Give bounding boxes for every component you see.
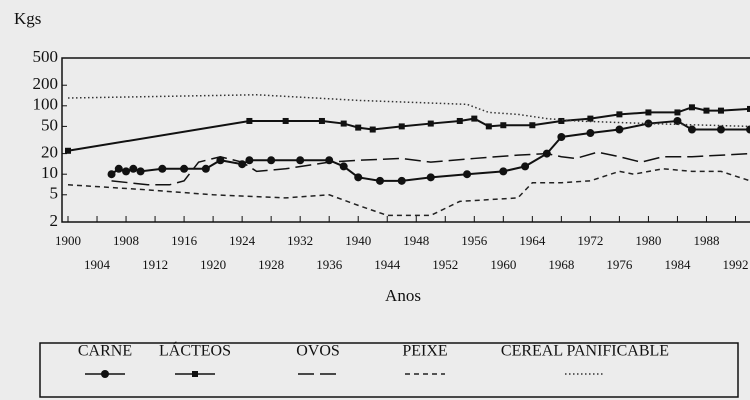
series-line — [67, 168, 750, 217]
legend-box — [39, 342, 739, 398]
marker — [216, 156, 225, 165]
marker — [246, 117, 253, 124]
legend-label: PEIXE — [402, 343, 447, 360]
marker — [101, 370, 109, 378]
marker — [485, 123, 492, 130]
x-tick-label: 1928 — [258, 257, 284, 272]
y-tick-label: 200 — [33, 74, 59, 93]
x-tick-label: 1924 — [229, 233, 256, 248]
series-line — [111, 151, 750, 186]
y-tick-label: 500 — [33, 47, 59, 66]
marker — [747, 105, 750, 112]
y-tick-label: 50 — [41, 115, 58, 134]
marker — [369, 126, 376, 133]
marker — [354, 173, 363, 182]
y-tick-label: 10 — [41, 163, 58, 182]
marker — [107, 170, 116, 179]
marker — [557, 132, 566, 141]
marker — [129, 164, 138, 173]
marker — [340, 120, 347, 127]
x-tick-label: 1964 — [519, 233, 546, 248]
x-tick-label: 1940 — [345, 233, 371, 248]
marker — [529, 122, 536, 129]
marker — [426, 173, 435, 182]
x-tick-label: 1944 — [374, 257, 401, 272]
series-line — [67, 94, 750, 128]
marker — [282, 117, 289, 124]
marker — [499, 167, 508, 176]
marker — [245, 156, 254, 165]
marker — [558, 117, 565, 124]
marker — [644, 119, 653, 128]
marker — [471, 115, 478, 122]
marker — [267, 156, 276, 165]
marker — [180, 164, 189, 173]
y-axis-label: Kgs — [14, 9, 41, 28]
x-tick-label: 1992 — [722, 257, 748, 272]
marker — [136, 167, 145, 176]
x-tick-label: 1904 — [84, 257, 111, 272]
x-tick-label: 1980 — [635, 233, 661, 248]
marker — [587, 115, 594, 122]
marker — [717, 107, 724, 114]
x-tick-label: 1984 — [664, 257, 691, 272]
x-tick-label: 1916 — [171, 233, 198, 248]
legend-label: CARNE — [78, 343, 132, 360]
marker — [746, 125, 750, 134]
marker — [398, 123, 405, 130]
x-tick-label: 1948 — [403, 233, 429, 248]
marker — [500, 122, 507, 129]
x-tick-label: 1956 — [461, 233, 488, 248]
marker — [615, 125, 624, 134]
marker — [703, 107, 710, 114]
legend-label: OVOS — [296, 343, 340, 360]
x-tick-label: 1936 — [316, 257, 343, 272]
legend-label: LÁCTEOS — [159, 341, 231, 360]
x-tick-label: 1972 — [577, 233, 603, 248]
x-axis-label: Anos — [385, 286, 421, 305]
marker — [158, 164, 167, 173]
y-tick-label: 20 — [41, 143, 58, 162]
y-tick-label: 2 — [50, 211, 59, 230]
x-tick-label: 1968 — [548, 257, 574, 272]
x-tick-label: 1960 — [490, 257, 516, 272]
marker — [318, 117, 325, 124]
marker — [296, 156, 305, 165]
x-tick-label: 1920 — [200, 257, 226, 272]
marker — [586, 129, 595, 138]
marker — [122, 167, 131, 176]
marker — [616, 111, 623, 118]
x-tick-label: 1952 — [432, 257, 458, 272]
marker — [673, 116, 682, 125]
y-tick-label: 5 — [50, 184, 59, 203]
legend-label: CEREAL PANIFICABLE — [501, 343, 669, 360]
x-tick-label: 1912 — [142, 257, 168, 272]
marker — [688, 104, 695, 111]
marker — [397, 176, 406, 185]
marker — [375, 176, 384, 185]
plot-frame — [61, 57, 750, 223]
y-tick-label: 100 — [33, 95, 59, 114]
x-tick-label: 1976 — [606, 257, 633, 272]
marker — [355, 124, 362, 131]
x-tick-label: 1988 — [693, 233, 719, 248]
marker — [674, 109, 681, 116]
marker — [463, 170, 472, 179]
marker — [687, 125, 696, 134]
marker — [427, 120, 434, 127]
marker — [201, 164, 210, 173]
x-tick-label: 1932 — [287, 233, 313, 248]
marker — [716, 125, 725, 134]
x-tick-label: 1900 — [55, 233, 81, 248]
marker — [521, 162, 530, 171]
marker — [645, 109, 652, 116]
marker — [114, 164, 123, 173]
marker — [339, 162, 348, 171]
marker — [192, 371, 198, 377]
marker — [456, 117, 463, 124]
x-tick-label: 1908 — [113, 233, 139, 248]
marker — [65, 147, 71, 154]
